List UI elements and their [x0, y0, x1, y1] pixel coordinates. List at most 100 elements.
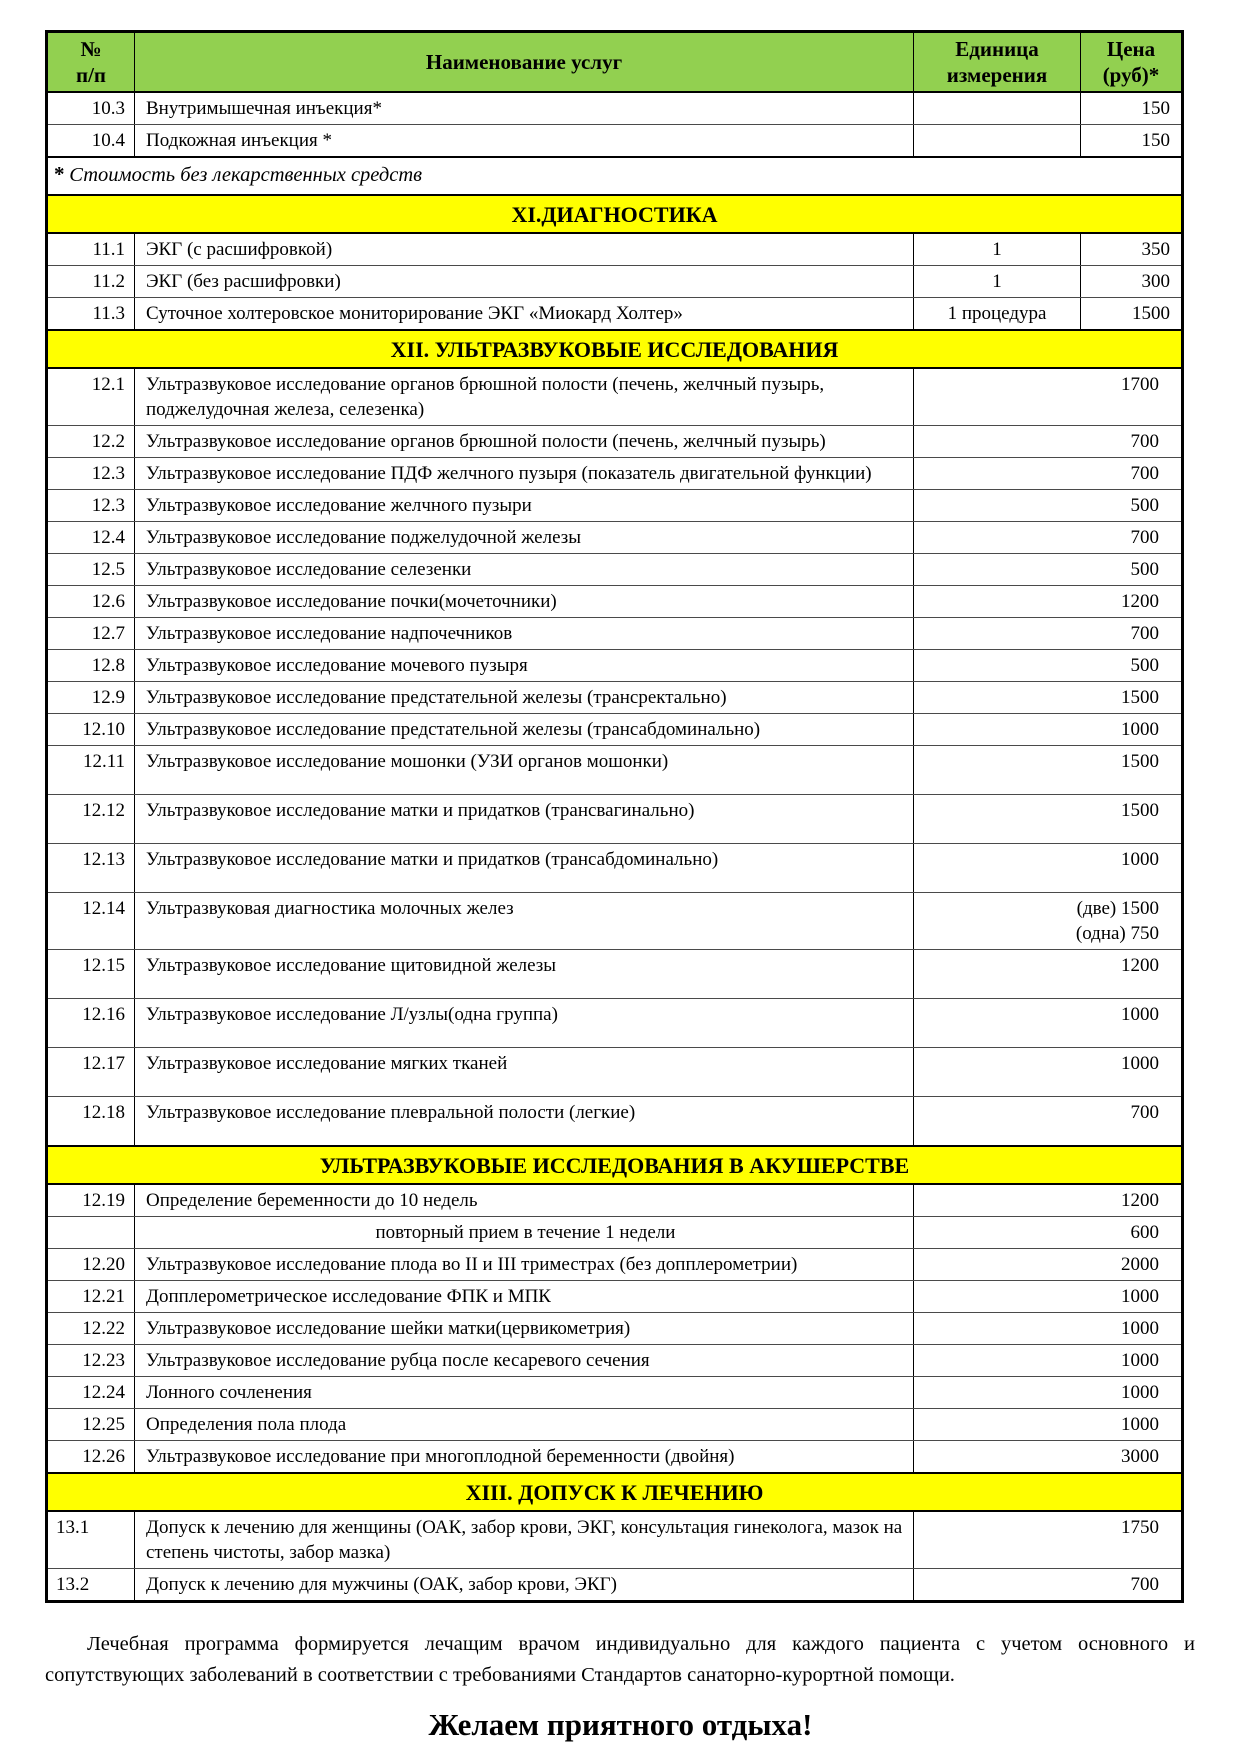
- service-name: Ультразвуковое исследование матки и прид…: [134, 843, 914, 893]
- row-number: 12.12: [46, 794, 135, 844]
- table-row: 12.3 Ультразвуковое исследование желчного…: [46, 489, 1183, 522]
- price-table-body: № п/п Наименование услуг Единица измерен…: [46, 31, 1183, 1602]
- price-cell: 1500: [913, 681, 1183, 714]
- table-row: 12.15 Ультразвуковое исследование щитовид…: [46, 949, 1183, 999]
- price-cell: (две) 1500 (одна) 750: [913, 892, 1183, 950]
- table-row: 12.4 Ультразвуковое исследование поджелуд…: [46, 521, 1183, 554]
- table-row: 12.12 Ультразвуковое исследование матки и…: [46, 794, 1183, 844]
- table-row: повторный прием в течение 1 недели 600: [46, 1216, 1183, 1249]
- table-row: 10.3 Внутримышечная инъекция* 150: [46, 91, 1183, 125]
- closing-line: Желаем приятного отдыха!: [428, 1707, 813, 1742]
- row-number: 12.25: [46, 1408, 135, 1441]
- row-number: 12.3: [46, 457, 135, 490]
- service-name: Ультразвуковое исследование почки(мочето…: [134, 585, 914, 618]
- service-name: Допуск к лечению для женщины (ОАК, забор…: [134, 1510, 914, 1569]
- table-row: 12.22 Ультразвуковое исследование шейки м…: [46, 1312, 1183, 1345]
- service-name: Ультразвуковое исследование ПДФ желчного…: [134, 457, 914, 490]
- table-row: 12.14 Ультразвуковая диагностика молочных…: [46, 892, 1183, 950]
- price-cell: 150: [1080, 91, 1183, 125]
- table-row: 12.16 Ультразвуковое исследование Л/узлы(…: [46, 998, 1183, 1048]
- table-row: 12.17 Ультразвуковое исследование мягких …: [46, 1047, 1183, 1097]
- table-row: 12.23 Ультразвуковое исследование рубца п…: [46, 1344, 1183, 1377]
- price-cell: 1500: [1080, 297, 1183, 331]
- table-row: 12.11 Ультразвуковое исследование мошонки…: [46, 745, 1183, 795]
- section-header-row: XI.ДИАГНОСТИКА: [46, 194, 1183, 234]
- service-name: Ультразвуковое исследование мочевого пуз…: [134, 649, 914, 682]
- row-number: 12.4: [46, 521, 135, 554]
- table-row: 12.5 Ультразвуковое исследование селезенк…: [46, 553, 1183, 586]
- table-row: 13.1 Допуск к лечению для женщины (ОАК, з…: [46, 1510, 1183, 1569]
- header-num: № п/п: [46, 31, 135, 93]
- price-cell: 2000: [913, 1248, 1183, 1281]
- price-cell: 1500: [913, 794, 1183, 844]
- row-number: 13.1: [46, 1510, 135, 1569]
- unit-cell: 1: [913, 232, 1081, 266]
- table-row: 11.2 ЭКГ (без расшифровки) 1 300: [46, 265, 1183, 298]
- service-name: Ультразвуковое исследование селезенки: [134, 553, 914, 586]
- service-name: Ультразвуковое исследование плода во II …: [134, 1248, 914, 1281]
- service-name: Ультразвуковое исследование предстательн…: [134, 681, 914, 714]
- price-table: № п/п Наименование услуг Единица измерен…: [45, 30, 1184, 1603]
- row-number: 10.4: [46, 124, 135, 158]
- price-cell: 500: [913, 553, 1183, 586]
- header-price: Цена (руб)*: [1080, 31, 1183, 93]
- row-number: 12.10: [46, 713, 135, 746]
- service-name: Допплерометрическое исследование ФПК и М…: [134, 1280, 914, 1313]
- price-cell: 1000: [913, 713, 1183, 746]
- highlight-artifact: [948, 1146, 963, 1147]
- table-row: 12.13 Ультразвуковое исследование матки и…: [46, 843, 1183, 893]
- price-cell: 1000: [913, 1280, 1183, 1313]
- section-header: XIII. ДОПУСК К ЛЕЧЕНИЮ: [46, 1472, 1183, 1512]
- service-name: ЭКГ (с расшифровкой): [134, 232, 914, 266]
- row-number: 12.14: [46, 892, 135, 950]
- row-number: 12.26: [46, 1440, 135, 1474]
- row-number: 12.1: [46, 367, 135, 426]
- table-row: 12.24 Лонного сочленения 1000: [46, 1376, 1183, 1409]
- price-cell: 700: [913, 425, 1183, 458]
- service-name: Допуск к лечению для мужчины (ОАК, забор…: [134, 1568, 914, 1602]
- service-name: Ультразвуковое исследование желчного пуз…: [134, 489, 914, 522]
- table-row: 12.26 Ультразвуковое исследование при мно…: [46, 1440, 1183, 1474]
- row-number: 10.3: [46, 91, 135, 125]
- table-header-row: № п/п Наименование услуг Единица измерен…: [46, 31, 1183, 93]
- section-header: XI.ДИАГНОСТИКА: [46, 194, 1183, 234]
- price-cell: 500: [913, 489, 1183, 522]
- table-row: 12.19 Определение беременности до 10 неде…: [46, 1183, 1183, 1217]
- price-cell: 1000: [913, 1312, 1183, 1345]
- unit-cell: [913, 91, 1081, 125]
- row-number: 12.7: [46, 617, 135, 650]
- table-row: 12.10 Ультразвуковое исследование предста…: [46, 713, 1183, 746]
- price-cell: 700: [913, 521, 1183, 554]
- service-name: Ультразвуковое исследование Л/узлы(одна …: [134, 998, 914, 1048]
- service-name: Определение беременности до 10 недель: [134, 1183, 914, 1217]
- row-number: 12.21: [46, 1280, 135, 1313]
- row-number: 12.19: [46, 1183, 135, 1217]
- price-cell: 600: [913, 1216, 1183, 1249]
- service-name: Ультразвуковое исследование мягких ткане…: [134, 1047, 914, 1097]
- price-cell: 700: [913, 1568, 1183, 1602]
- price-cell: 1000: [913, 843, 1183, 893]
- price-cell: 1000: [913, 1047, 1183, 1097]
- row-number: 12.5: [46, 553, 135, 586]
- row-number: 12.17: [46, 1047, 135, 1097]
- unit-cell: 1 процедура: [913, 297, 1081, 331]
- price-cell: 350: [1080, 232, 1183, 266]
- service-name: Ультразвуковое исследование плевральной …: [134, 1096, 914, 1147]
- table-row: 12.3 Ультразвуковое исследование ПДФ желч…: [46, 457, 1183, 490]
- price-cell: 1750: [913, 1510, 1183, 1569]
- service-name: Ультразвуковое исследование мошонки (УЗИ…: [134, 745, 914, 795]
- table-row: 13.2 Допуск к лечению для мужчины (ОАК, з…: [46, 1568, 1183, 1602]
- service-name: Ультразвуковое исследование органов брюш…: [134, 367, 914, 426]
- row-number: 12.23: [46, 1344, 135, 1377]
- table-row: 12.1 Ультразвуковое исследование органов …: [46, 367, 1183, 426]
- table-row: 12.18 Ультразвуковое исследование плеврал…: [46, 1096, 1183, 1147]
- service-name: Ультразвуковая диагностика молочных желе…: [134, 892, 914, 950]
- row-number: 12.15: [46, 949, 135, 999]
- row-number: 11.3: [46, 297, 135, 331]
- service-name: Ультразвуковое исследование матки и прид…: [134, 794, 914, 844]
- table-row: 12.20 Ультразвуковое исследование плода в…: [46, 1248, 1183, 1281]
- footnote-row: * Стоимость без лекарственных средств: [46, 156, 1183, 196]
- price-cell: 300: [1080, 265, 1183, 298]
- section-header-row: XIII. ДОПУСК К ЛЕЧЕНИЮ: [46, 1472, 1183, 1512]
